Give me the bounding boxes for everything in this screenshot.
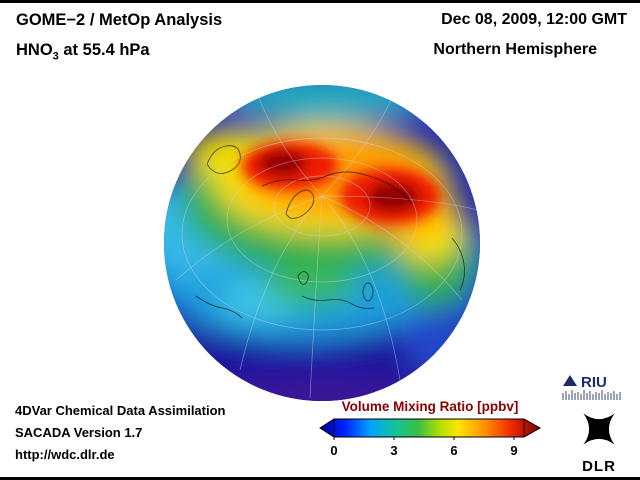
species-subscript: 3	[52, 50, 59, 63]
colorbar-title: Volume Mixing Ratio [ppbv]	[341, 399, 519, 414]
footer-version-label: SACADA Version 1.7	[15, 425, 143, 440]
datetime-label: Dec 08, 2009, 12:00 GMT	[441, 11, 627, 28]
colorbar-tick-6: 6	[450, 443, 458, 458]
page-title: GOME−2 / MetOp Analysis	[16, 11, 223, 29]
riu-peak-icon	[563, 375, 577, 386]
region-label: Northern Hemisphere	[433, 41, 597, 58]
footer-url: http://wdc.dlr.de	[15, 447, 115, 462]
dlr-star-icon	[583, 413, 615, 445]
colorbar-tick-3: 3	[390, 443, 398, 458]
species-prefix: HNO	[16, 41, 53, 59]
coastlines	[195, 145, 465, 319]
level-suffix: at 55.4 hPa	[58, 41, 150, 59]
graticule	[175, 95, 479, 399]
colorbar: Volume Mixing Ratio [ppbv] 0 3 6 9	[318, 399, 542, 459]
colorbar-gradient	[319, 418, 542, 440]
dlr-logo: DLR	[576, 406, 622, 475]
riu-logo: RIU	[562, 374, 621, 400]
top-border	[0, 0, 640, 3]
riu-logo-text: RIU	[581, 374, 607, 391]
species-level-title: HNO3 at 55.4 hPa	[16, 41, 150, 62]
footer-assimilation-label: 4DVar Chemical Data Assimilation	[15, 403, 226, 418]
colorbar-tick-9: 9	[510, 443, 518, 458]
bottom-border	[0, 477, 640, 480]
colorbar-tick-0: 0	[330, 443, 338, 458]
riu-stripes-icon	[562, 390, 621, 400]
dlr-logo-text: DLR	[582, 458, 616, 475]
